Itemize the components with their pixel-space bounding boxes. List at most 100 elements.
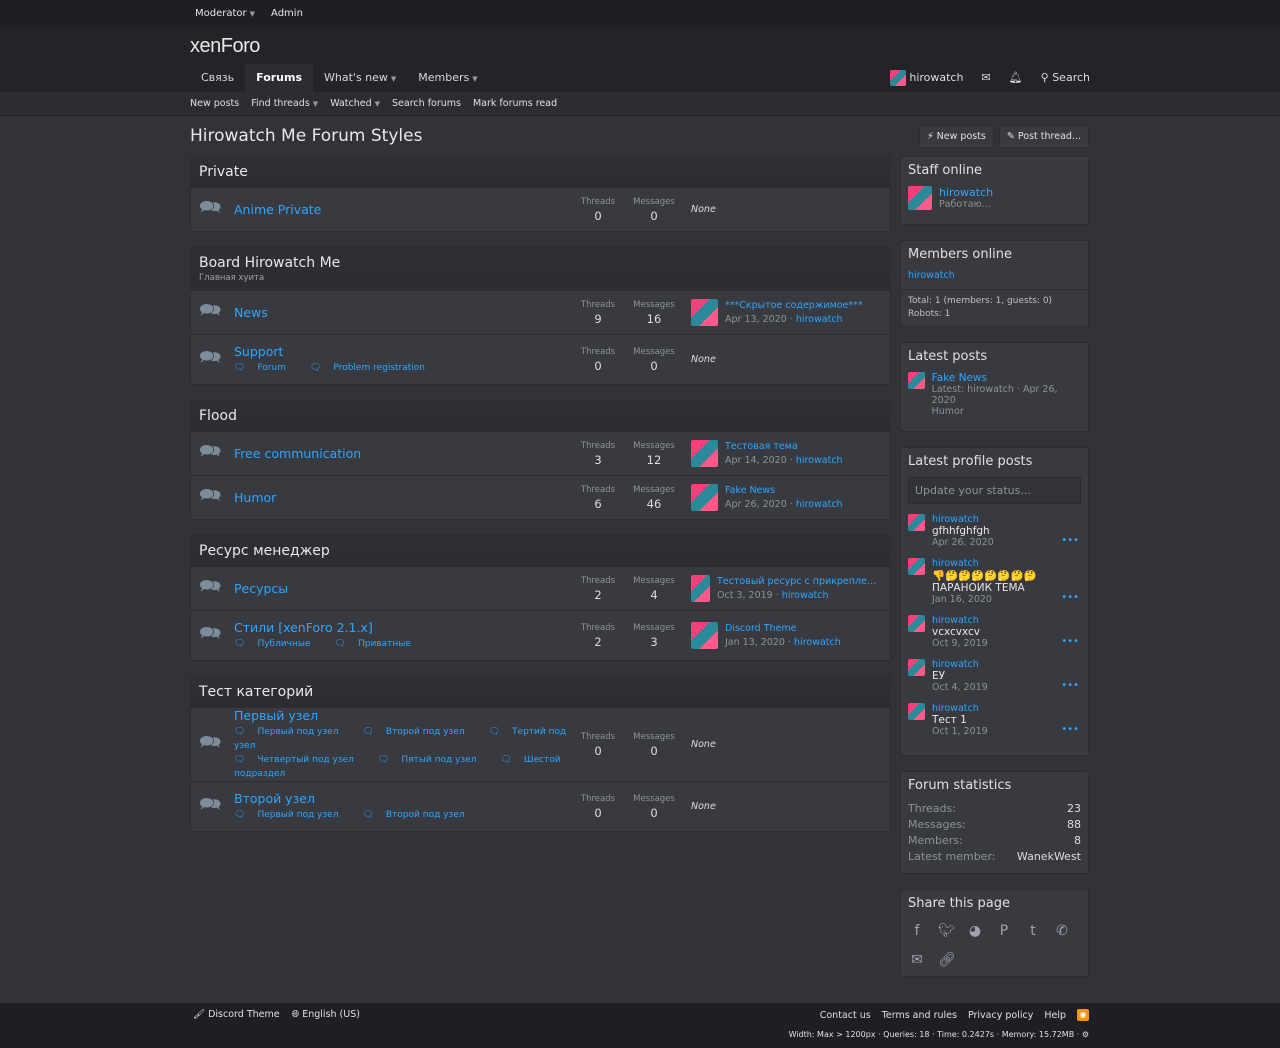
- last-post-title[interactable]: ***Скрытое содержимое***: [725, 300, 863, 311]
- logo[interactable]: xenForo: [190, 35, 260, 57]
- subforum-link[interactable]: 🗨︎ Второй под узел: [362, 810, 476, 820]
- last-post-user[interactable]: hirowatch: [794, 637, 841, 648]
- subnav-mark-read[interactable]: Mark forums read: [472, 98, 558, 109]
- avatar[interactable]: [908, 186, 932, 210]
- rss-icon[interactable]: ◉: [1077, 1009, 1089, 1021]
- more-icon[interactable]: •••: [1061, 592, 1079, 603]
- account-link[interactable]: hirowatch: [889, 64, 963, 92]
- category-header[interactable]: Flood: [191, 401, 890, 431]
- email-icon[interactable]: ✉: [911, 952, 923, 968]
- category-title[interactable]: Board Hirowatch Me: [199, 255, 341, 271]
- link-icon[interactable]: 🔗︎: [938, 952, 956, 968]
- subforum-link[interactable]: 🗨︎ Первый под узел: [234, 727, 350, 737]
- more-icon[interactable]: •••: [1061, 535, 1079, 546]
- subforum-link[interactable]: 🗨︎ Второй под узел: [362, 727, 476, 737]
- category-header[interactable]: Ресурс менеджер: [191, 536, 890, 566]
- subforum-link[interactable]: 🗨︎ Публичные: [234, 639, 323, 649]
- avatar[interactable]: [908, 615, 925, 632]
- profile-post-user[interactable]: hirowatch: [932, 703, 979, 714]
- category-title[interactable]: Flood: [199, 408, 237, 424]
- forum-title-link[interactable]: News: [234, 305, 268, 320]
- forum-title-link[interactable]: Второй узел: [234, 791, 315, 806]
- last-post-title[interactable]: Тестовая тема: [725, 441, 798, 452]
- bell-icon[interactable]: 🔔︎: [1008, 71, 1023, 84]
- nav-tab-forums[interactable]: Forums: [245, 64, 314, 92]
- facebook-icon[interactable]: f: [914, 923, 920, 939]
- more-icon[interactable]: •••: [1061, 724, 1079, 735]
- tumblr-icon[interactable]: t: [1030, 923, 1036, 939]
- footer-privacy[interactable]: Privacy policy: [967, 1009, 1034, 1021]
- inbox-icon[interactable]: ✉: [981, 71, 991, 84]
- subnav-new-posts[interactable]: New posts: [190, 98, 240, 109]
- category-header[interactable]: Private: [191, 157, 890, 187]
- footer-contact[interactable]: Contact us: [819, 1009, 871, 1021]
- subnav-search-forums[interactable]: Search forums: [392, 98, 461, 109]
- avatar[interactable]: [691, 440, 718, 467]
- avatar[interactable]: [908, 372, 925, 389]
- status-input[interactable]: Update your status...: [908, 477, 1081, 504]
- post-link[interactable]: Fake News: [931, 372, 987, 384]
- post-forum[interactable]: Humor: [931, 406, 964, 417]
- last-post-user[interactable]: hirowatch: [781, 590, 829, 601]
- nav-tab-members[interactable]: Members ▼: [407, 64, 488, 92]
- avatar[interactable]: [908, 558, 925, 575]
- category-title[interactable]: Ресурс менеджер: [199, 543, 330, 559]
- search-button[interactable]: ⚲ Search: [1041, 64, 1090, 92]
- stat-value[interactable]: WanekWest: [1016, 850, 1081, 863]
- subforum-link[interactable]: 🗨︎ Forum: [234, 363, 298, 373]
- twitter-icon[interactable]: 🐦︎: [938, 923, 956, 939]
- more-icon[interactable]: •••: [1061, 636, 1079, 647]
- last-post-title[interactable]: Тестовый ресурс с прикрепленны...: [717, 576, 882, 587]
- forum-title-link[interactable]: Anime Private: [234, 202, 322, 217]
- style-chooser[interactable]: 🖌︎ Discord Theme: [193, 1009, 280, 1020]
- subforum-link[interactable]: 🗨︎ Шестой подраздел: [234, 755, 561, 779]
- subforum-link[interactable]: 🗨︎ Приватные: [335, 639, 423, 649]
- forum-title-link[interactable]: Стили [xenForo 2.1.x]: [234, 620, 373, 635]
- more-icon[interactable]: •••: [1061, 680, 1079, 691]
- profile-post-user[interactable]: hirowatch: [932, 558, 979, 569]
- category-title[interactable]: Тест категорий: [199, 684, 314, 700]
- last-post-title[interactable]: Discord Theme: [725, 623, 797, 634]
- avatar[interactable]: [908, 703, 925, 720]
- subforum-link[interactable]: 🗨︎ Пятый под узел: [378, 755, 489, 765]
- footer-terms[interactable]: Terms and rules: [881, 1009, 957, 1021]
- user-link[interactable]: hirowatch: [908, 270, 955, 281]
- nav-tab-whats-new[interactable]: What's new ▼: [313, 64, 407, 92]
- subnav-find-threads[interactable]: Find threads ▼: [251, 92, 318, 116]
- profile-post-user[interactable]: hirowatch: [932, 615, 979, 626]
- subforum-link[interactable]: 🗨︎ Тертий под узел: [234, 727, 566, 751]
- new-posts-button[interactable]: ⚡︎ New posts: [918, 125, 994, 148]
- category-title[interactable]: Private: [199, 164, 248, 180]
- footer-help[interactable]: Help: [1044, 1009, 1066, 1021]
- subnav-watched[interactable]: Watched ▼: [330, 92, 380, 116]
- post-thread-button[interactable]: ✎ Post thread...: [998, 125, 1089, 148]
- language-chooser[interactable]: 🌐︎ English (US): [292, 1009, 360, 1020]
- last-post-user[interactable]: hirowatch: [795, 314, 843, 325]
- subforum-link[interactable]: 🗨︎ Четвертый под узел: [234, 755, 366, 765]
- subforum-link[interactable]: 🗨︎ Первый под узел: [234, 810, 350, 820]
- last-post-user[interactable]: hirowatch: [795, 455, 843, 466]
- user-link[interactable]: hirowatch: [939, 186, 994, 199]
- category-header[interactable]: Board Hirowatch Me Главная хуита: [191, 248, 890, 290]
- profile-post-user[interactable]: hirowatch: [932, 659, 979, 670]
- profile-post-user[interactable]: hirowatch: [932, 514, 979, 525]
- avatar[interactable]: [691, 299, 718, 326]
- avatar[interactable]: [908, 659, 925, 676]
- avatar[interactable]: [691, 575, 710, 602]
- avatar[interactable]: [908, 514, 925, 531]
- last-post-title[interactable]: Fake News: [725, 485, 776, 496]
- nav-tab-svyaz[interactable]: Связь: [201, 71, 235, 84]
- forum-title-link[interactable]: Free communication: [234, 446, 362, 461]
- category-header[interactable]: Тест категорий: [191, 677, 890, 707]
- avatar[interactable]: [691, 484, 718, 511]
- admin-link[interactable]: Admin: [271, 8, 303, 19]
- moderator-menu[interactable]: Moderator ▼: [195, 0, 255, 28]
- forum-title-link[interactable]: Первый узел: [234, 708, 319, 723]
- forum-title-link[interactable]: Ресурсы: [234, 581, 289, 596]
- forum-title-link[interactable]: Support: [234, 344, 284, 359]
- pinterest-icon[interactable]: P: [999, 923, 1009, 939]
- reddit-icon[interactable]: ◕: [968, 923, 982, 939]
- whatsapp-icon[interactable]: ✆: [1056, 923, 1068, 939]
- subforum-link[interactable]: 🗨︎ Problem registration: [310, 363, 437, 373]
- avatar[interactable]: [691, 622, 718, 649]
